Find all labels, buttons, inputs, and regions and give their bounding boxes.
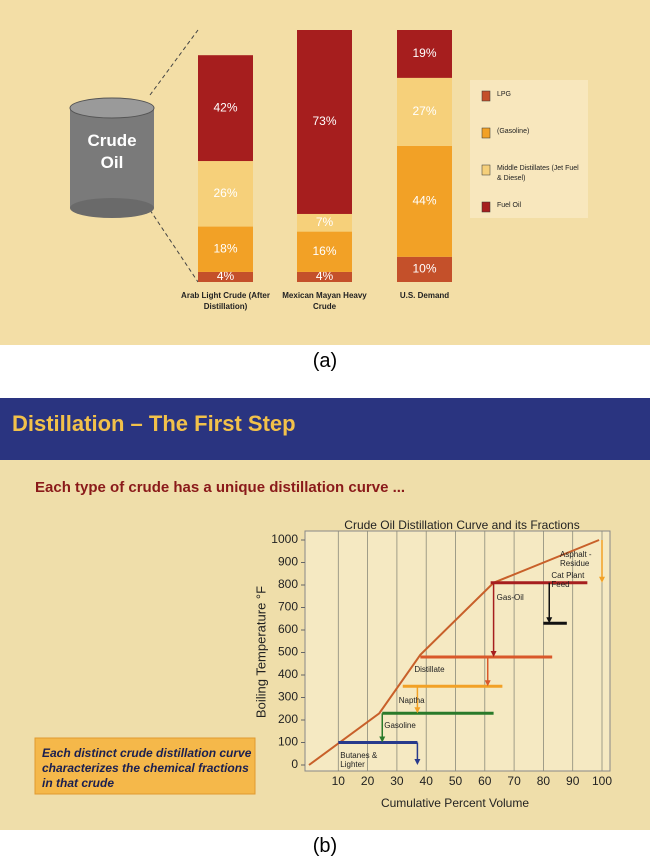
arrow-head	[546, 617, 553, 624]
legend-box	[470, 80, 588, 218]
subtitle: Each type of crude has a unique distilla…	[35, 479, 405, 496]
bar-segment	[297, 30, 352, 214]
bar-segment	[198, 226, 253, 272]
value-label: 26%	[213, 186, 237, 200]
bar-segment	[198, 271, 253, 282]
x-tick-label: 40	[420, 774, 434, 788]
y-tick-label: 0	[291, 757, 298, 771]
y-tick-label: 900	[278, 555, 298, 569]
x-axis-label: Cumulative Percent Volume	[381, 796, 529, 810]
value-label: 73%	[312, 114, 336, 128]
legend-label: Fuel Oil	[497, 202, 522, 209]
fraction-label: Butanes & Lighter	[340, 750, 378, 769]
y-tick-label: 500	[278, 645, 298, 659]
barrel-top	[69, 97, 155, 119]
x-tick-label: Arab Light Crude (After Distillation)	[181, 291, 270, 311]
barrel-bottom	[70, 198, 154, 218]
y-tick-label: 800	[278, 577, 298, 591]
connector	[149, 209, 199, 283]
caption: (b)	[312, 835, 338, 857]
legend-label: (Gasoline)	[497, 128, 530, 135]
fraction-label: Distillate	[414, 665, 445, 674]
fraction-label: Naptha	[398, 696, 425, 706]
value-label: 18%	[213, 241, 237, 255]
bar-segment	[397, 77, 452, 146]
value-label: 44%	[412, 194, 436, 208]
value-label: 4%	[217, 269, 235, 283]
fraction-label: Gas-Oil	[496, 592, 524, 602]
panel-a: 4% 18% 26% 42% 4% 16% 7% 73% 10% 44% 27% 19%	[0, 0, 650, 345]
panel-b: Distillation – The First Step Each type …	[0, 398, 650, 830]
note-box	[34, 737, 256, 795]
x-tick-label: 20	[361, 774, 375, 788]
bar-segment	[297, 213, 352, 232]
x-tick-label: 10	[332, 774, 346, 788]
x-tick-label: 70	[507, 774, 521, 788]
y-axis-label: Boiling Temperature °F	[253, 586, 268, 718]
bar-segment	[397, 145, 452, 257]
value-label: 19%	[412, 46, 436, 60]
legend-swatch	[481, 127, 491, 139]
arrow-head	[379, 736, 386, 743]
x-tick-label: U.S. Demand	[399, 291, 450, 300]
x-tick-label: 100	[592, 774, 612, 788]
fraction-label: Asphalt - Residue	[560, 550, 592, 568]
value-label: 16%	[312, 244, 336, 258]
value-label: 42%	[213, 100, 237, 114]
legend-swatch	[481, 90, 491, 102]
bar-segment	[397, 256, 452, 282]
arrow-head	[484, 680, 491, 687]
x-tick-label: 60	[478, 774, 492, 788]
note: Each distinct crude distillation curve c…	[42, 746, 252, 790]
x-tick-label: 80	[537, 774, 551, 788]
arrow-head	[414, 759, 421, 765]
value-label: 10%	[412, 262, 436, 276]
arrow-head	[599, 576, 605, 583]
legend-swatch	[481, 164, 491, 176]
x-tick-label: 50	[449, 774, 463, 788]
slide-title: Distillation – The First Step	[12, 411, 296, 436]
y-tick-label: 100	[278, 735, 298, 749]
arrow-head	[414, 707, 421, 714]
y-tick-label: 600	[278, 622, 298, 636]
y-tick-label: 1000	[271, 532, 298, 546]
distillation-curve	[308, 539, 600, 766]
barrel-label: Crude Oil	[87, 131, 137, 172]
bar-segment	[297, 231, 352, 272]
slide-header	[0, 398, 650, 460]
legend-label: LPG	[497, 91, 512, 98]
chart-title: Crude Oil Distillation Curve and its Fra…	[344, 518, 579, 532]
y-tick-label: 200	[278, 712, 298, 726]
bar-segment	[297, 271, 352, 282]
bar-segment	[198, 161, 253, 227]
legend-swatch	[481, 201, 491, 213]
y-tick-label: 700	[278, 600, 298, 614]
bar-segment	[397, 30, 452, 78]
y-tick-label: 300	[278, 690, 298, 704]
x-tick-label: 30	[390, 774, 404, 788]
fraction-label: Cat Plant Feed	[551, 571, 585, 590]
barrel-body	[70, 108, 154, 208]
x-tick-label: 90	[566, 774, 580, 788]
x-tick-label: Mexican Mayan Heavy Crude	[282, 291, 367, 311]
bar-segment	[198, 55, 253, 162]
arrow-head	[490, 651, 497, 657]
fraction-label: Gasoline	[384, 721, 416, 731]
value-label: 7%	[316, 215, 334, 229]
y-tick-label: 400	[278, 667, 298, 681]
legend-label: Middle Distillates (Jet Fuel & Diesel)	[497, 165, 579, 182]
value-label: 27%	[412, 104, 436, 118]
caption: (a)	[312, 350, 338, 372]
value-label: 4%	[316, 269, 334, 283]
